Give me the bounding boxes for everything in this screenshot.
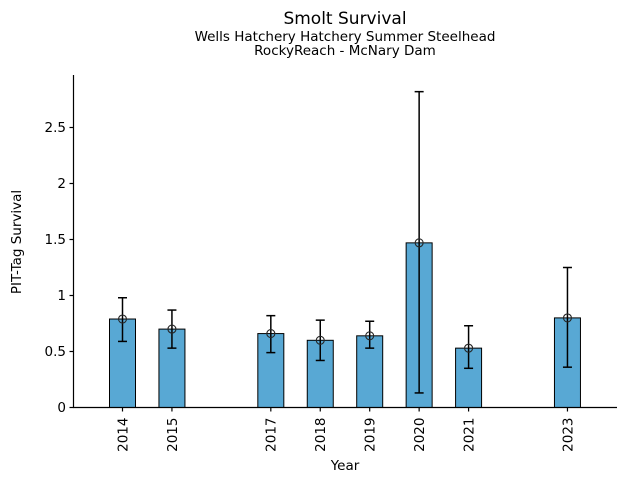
chart-title: Smolt Survival	[283, 9, 407, 29]
y-tick-label-2: 2	[57, 176, 66, 192]
point-marker-2018	[315, 335, 325, 345]
point-marker-2015	[167, 324, 177, 334]
point-marker-2023	[562, 313, 573, 323]
x-tick-label-2018: 2018	[313, 418, 329, 452]
x-axis-label: Year	[330, 458, 360, 474]
y-tick-label-1: 1	[57, 288, 66, 304]
x-tick-label-2021: 2021	[461, 418, 477, 452]
x-tick-label-2020: 2020	[412, 418, 428, 452]
x-tick-label-2014: 2014	[115, 418, 131, 452]
point-marker-2017	[266, 329, 276, 339]
point-marker-2019	[365, 331, 375, 341]
point-marker-2021	[464, 343, 474, 353]
point-marker-2020	[414, 238, 424, 248]
point-marker-2014	[117, 314, 128, 324]
x-tick-label-2023: 2023	[560, 418, 576, 452]
chart-subtitle-line2: RockyReach - McNary Dam	[254, 43, 436, 59]
x-tick-label-2015: 2015	[165, 418, 181, 452]
y-tick-label-0.5: 0.5	[45, 344, 66, 360]
y-tick-label-2.5: 2.5	[45, 120, 66, 136]
chart-subtitle-line1: Wells Hatchery Hatchery Summer Steelhead	[194, 29, 496, 45]
x-tick-label-2017: 2017	[264, 418, 280, 452]
y-tick-label-0: 0	[57, 400, 66, 416]
x-tick-label-2019: 2019	[363, 418, 379, 452]
y-tick-label-1.5: 1.5	[45, 232, 66, 248]
